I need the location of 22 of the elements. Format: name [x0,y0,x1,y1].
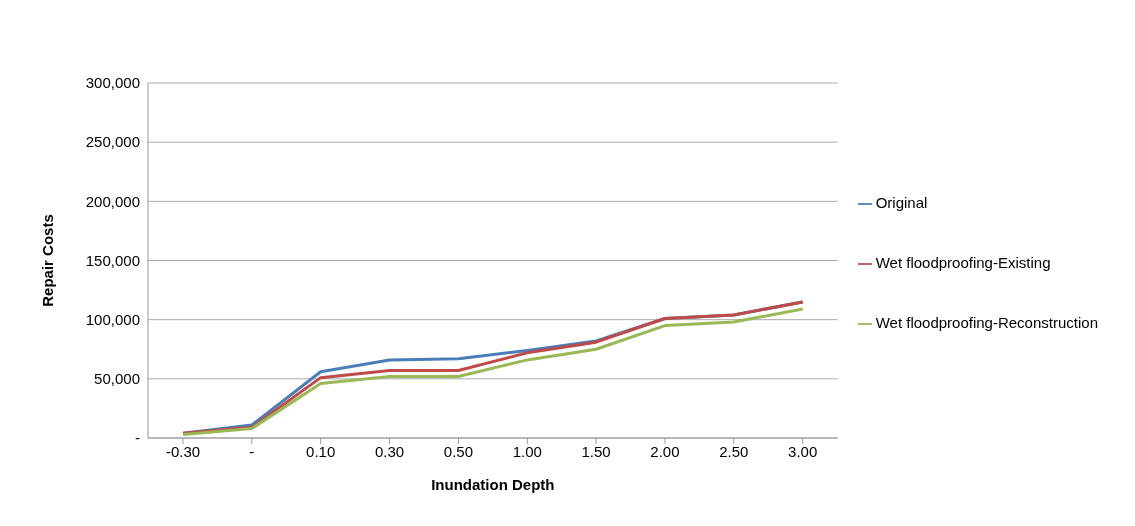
legend-label: Original [875,194,928,211]
x-tick-label: 1.50 [581,442,611,460]
y-tick-label: 250,000 [85,133,140,151]
x-tick-label: 1.00 [512,442,542,460]
legend-label: Wet floodproofing-Reconstruction [875,314,1098,331]
x-axis-title: Inundation Depth [431,476,555,493]
y-axis-title: Repair Costs [39,214,57,307]
y-tick-label: 100,000 [85,310,140,328]
x-tick-label: 0.30 [374,442,405,460]
x-tick-label: - [249,442,255,460]
y-tick-label: - [135,429,140,447]
x-tick-label: 2.50 [719,442,749,460]
x-tick-label: 0.50 [443,442,473,460]
y-tick-label: 150,000 [85,251,140,269]
y-tick-label: 50,000 [94,370,140,388]
x-tick-label: 3.00 [788,442,818,460]
x-tick-label: 0.10 [306,442,336,460]
x-tick-label: 2.00 [650,442,680,460]
legend-label: Wet floodproofing-Existing [875,254,1051,271]
y-tick-label: 300,000 [85,74,140,92]
y-tick-label: 200,000 [85,192,140,210]
x-tick-label: -0.30 [165,442,201,460]
